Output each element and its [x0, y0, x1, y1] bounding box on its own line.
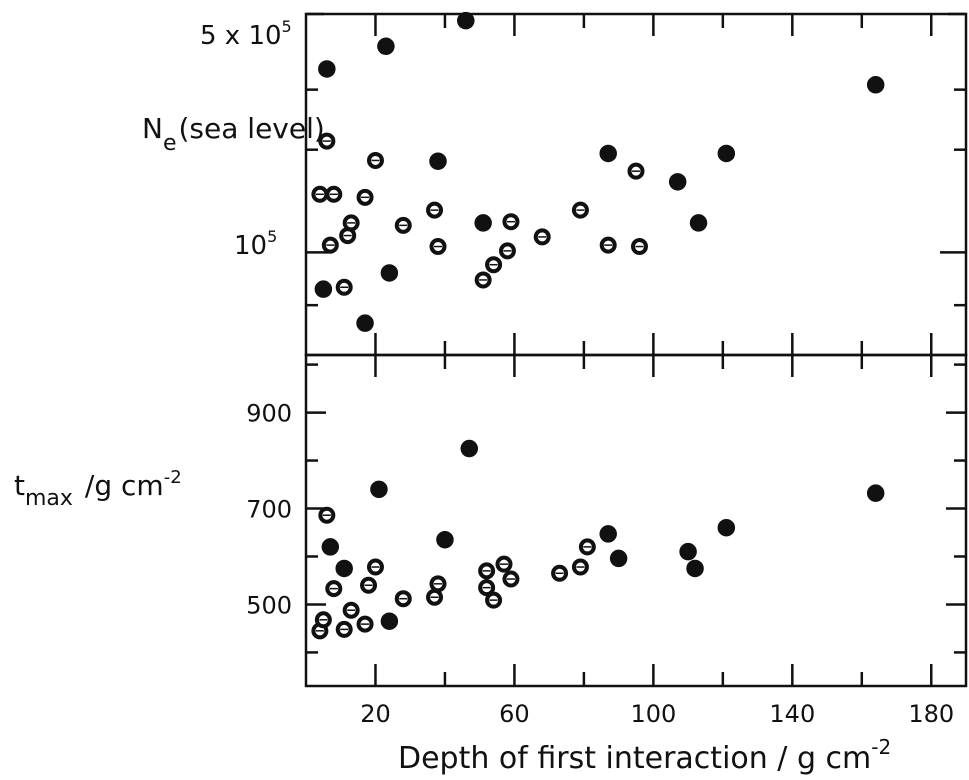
bottom-data-point: [609, 549, 628, 568]
top-data-point: [342, 214, 360, 232]
top-data-point: [377, 37, 395, 56]
top-data-point: [498, 242, 516, 260]
bottom-data-point: [366, 558, 384, 576]
top-data-point: [717, 144, 736, 163]
bottom-data-point: [485, 591, 503, 609]
top-y-axis-label: Ne(sea level): [142, 112, 325, 156]
top-data-point: [599, 236, 617, 254]
bottom-data-point: [335, 620, 353, 638]
top-data-point: [571, 201, 589, 219]
top-data-point: [311, 185, 329, 203]
top-data-point: [474, 214, 492, 232]
data-points: [311, 11, 885, 640]
top-data-point: [689, 214, 708, 232]
bottom-data-point: [686, 559, 704, 578]
top-y-tick-mid-base: 10: [234, 231, 267, 261]
top-data-point: [321, 236, 339, 254]
x-tick-label: 180: [908, 700, 954, 728]
top-data-point: [356, 314, 374, 332]
top-data-point: [533, 228, 551, 246]
top-data-point: [394, 216, 412, 234]
bottom-data-point: [478, 579, 496, 597]
bottom-data-point: [321, 538, 340, 556]
bottom-data-point: [866, 484, 885, 502]
top-y-tick-mid: 105: [234, 227, 277, 261]
bottom-panel-frame: [304, 353, 968, 688]
top-data-point: [627, 162, 645, 180]
bottom-data-point: [502, 570, 520, 588]
bottom-data-point: [314, 611, 332, 629]
bottom-y-label-sub: max: [25, 486, 73, 511]
bottom-y-label-rest: /g cm: [85, 469, 164, 502]
top-y-label-main: N: [142, 112, 163, 145]
top-data-point: [314, 280, 333, 298]
bottom-data-point: [495, 555, 513, 573]
bottom-data-point: [599, 525, 617, 543]
x-label-exponent: -2: [871, 735, 891, 759]
bottom-data-point: [380, 612, 399, 630]
x-axis-label: Depth of first interaction / g cm-2: [398, 735, 891, 776]
top-y-label-sub: e: [163, 131, 177, 156]
tick-labels: 20 60 100 140 180 500 700 900: [246, 400, 954, 728]
top-y-tick-top: 5 x 105: [200, 17, 292, 51]
plot-frames: [304, 12, 968, 688]
bottom-y-axis-label: tmax/g cm-2: [14, 467, 182, 511]
bottom-data-point: [342, 601, 360, 619]
bottom-data-point: [325, 580, 343, 598]
top-panel-frame: [304, 12, 968, 357]
bottom-data-point: [578, 538, 596, 556]
bottom-y-label-main: t: [14, 469, 25, 502]
top-data-point: [485, 256, 503, 274]
top-data-point: [668, 173, 687, 191]
top-data-point: [426, 201, 444, 219]
bottom-data-point: [717, 518, 736, 537]
x-tick-label: 60: [499, 700, 530, 728]
top-data-point: [429, 238, 447, 256]
x-tick-label: 140: [769, 700, 815, 728]
top-data-point: [380, 264, 399, 282]
bottom-data-point: [335, 559, 353, 578]
bottom-data-point: [370, 480, 388, 499]
top-data-point: [866, 76, 885, 94]
bottom-y-tick-label: 900: [246, 400, 292, 428]
top-data-point: [356, 188, 374, 206]
axis-ticks: [306, 12, 966, 686]
top-data-point: [366, 151, 384, 169]
x-tick-label: 100: [630, 700, 676, 728]
x-tick-label: 20: [360, 700, 391, 728]
bottom-data-point: [394, 590, 412, 608]
bottom-data-point: [429, 575, 447, 593]
top-data-point: [325, 185, 343, 203]
top-y-tick-mid-exponent: 5: [267, 227, 277, 246]
bottom-data-point: [679, 542, 697, 561]
bottom-data-point: [426, 588, 444, 606]
bottom-data-point: [460, 439, 479, 458]
bottom-y-label-exponent: -2: [164, 467, 182, 488]
top-data-point: [630, 238, 648, 256]
top-data-point: [502, 213, 520, 231]
top-data-point: [599, 144, 617, 163]
bottom-data-point: [318, 506, 336, 524]
top-data-point: [457, 11, 475, 30]
bottom-data-point: [356, 615, 374, 633]
top-data-point: [474, 271, 492, 289]
top-y-label-rest: (sea level): [179, 112, 325, 145]
top-data-point: [318, 60, 336, 78]
bottom-data-point: [551, 564, 569, 582]
bottom-y-tick-label: 700: [246, 496, 292, 524]
bottom-data-point: [436, 530, 454, 549]
top-data-point: [318, 132, 336, 150]
bottom-y-tick-label: 500: [246, 591, 292, 619]
top-data-point: [335, 278, 353, 296]
bottom-data-point: [571, 558, 589, 576]
top-data-point: [429, 152, 447, 170]
bottom-data-point: [478, 562, 496, 580]
bottom-data-point: [360, 576, 378, 594]
x-label-main: Depth of first interaction / g cm: [398, 741, 871, 776]
top-y-tick-top-exponent: 5: [282, 17, 292, 36]
top-y-tick-top-base: 5 x 10: [200, 21, 282, 51]
